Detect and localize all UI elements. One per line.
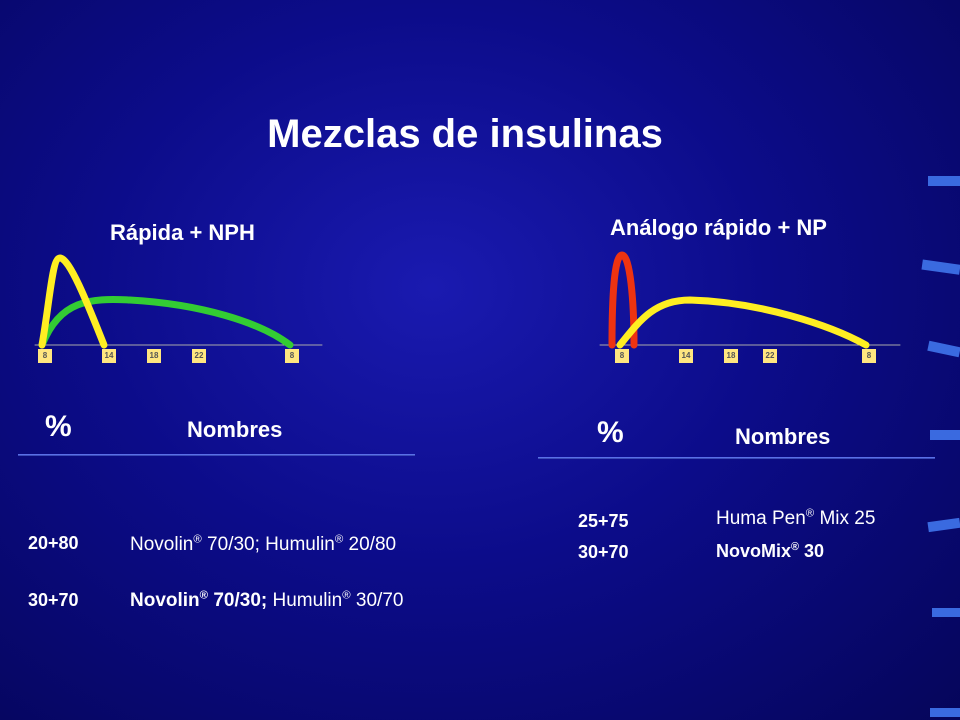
axis-tick: 8 — [285, 349, 299, 363]
text-part: 20/80 — [343, 534, 397, 555]
panel-title: Rápida + NPH — [110, 220, 255, 245]
row-name: NovoMix® 30 — [716, 541, 824, 562]
text-part: Humulin — [267, 590, 343, 611]
text-part: Huma Pen — [716, 508, 806, 529]
row-name: Novolin® 70/30; Humulin® 30/70 — [130, 590, 403, 612]
axis-tick: 14 — [102, 349, 116, 363]
header-percent: % — [45, 410, 72, 443]
text-part: ® — [342, 589, 351, 602]
header-names: Nombres — [735, 424, 831, 449]
edge-dashes — [921, 176, 960, 717]
row-percent: 25+75 — [578, 511, 629, 531]
text-part: ® — [193, 533, 202, 546]
text-part: Mix 25 — [814, 508, 876, 529]
text-part: ® — [199, 589, 209, 602]
row-name: Novolin® 70/30; Humulin® 20/80 — [130, 534, 396, 556]
row-percent: 30+70 — [578, 542, 629, 562]
axis-tick: 22 — [192, 349, 206, 363]
header-rule — [538, 457, 935, 459]
axis-tick: 22 — [763, 349, 777, 363]
axis-tick: 14 — [679, 349, 693, 363]
axis-tick: 18 — [147, 349, 161, 363]
text-part: ® — [334, 533, 344, 546]
text-part: ® — [805, 507, 815, 520]
left-curves — [34, 254, 323, 349]
text-part: 30 — [798, 541, 825, 561]
row-percent: 20+80 — [28, 533, 79, 553]
row-percent: 30+70 — [28, 590, 79, 610]
row-name: Huma Pen® Mix 25 — [716, 508, 875, 530]
axis-tick: 8 — [38, 349, 52, 363]
header-rule — [18, 454, 415, 456]
text-part: Novolin — [130, 534, 194, 555]
axis-tick: 8 — [615, 349, 629, 363]
text-part: 70/30; — [208, 590, 268, 611]
axis-tick: 8 — [862, 349, 876, 363]
right-curves — [599, 251, 901, 349]
header-percent: % — [597, 416, 624, 449]
text-part: 70/30; Humulin — [201, 534, 335, 555]
slide-title: Mezclas de insulinas — [267, 112, 663, 156]
text-part: Novolin — [130, 590, 200, 611]
panel-title: Análogo rápido + NP — [610, 215, 827, 240]
text-part: NovoMix — [716, 541, 792, 561]
text-part: ® — [791, 541, 799, 553]
header-names: Nombres — [187, 417, 283, 442]
axis-tick: 18 — [724, 349, 738, 363]
text-part: 30/70 — [350, 590, 404, 611]
